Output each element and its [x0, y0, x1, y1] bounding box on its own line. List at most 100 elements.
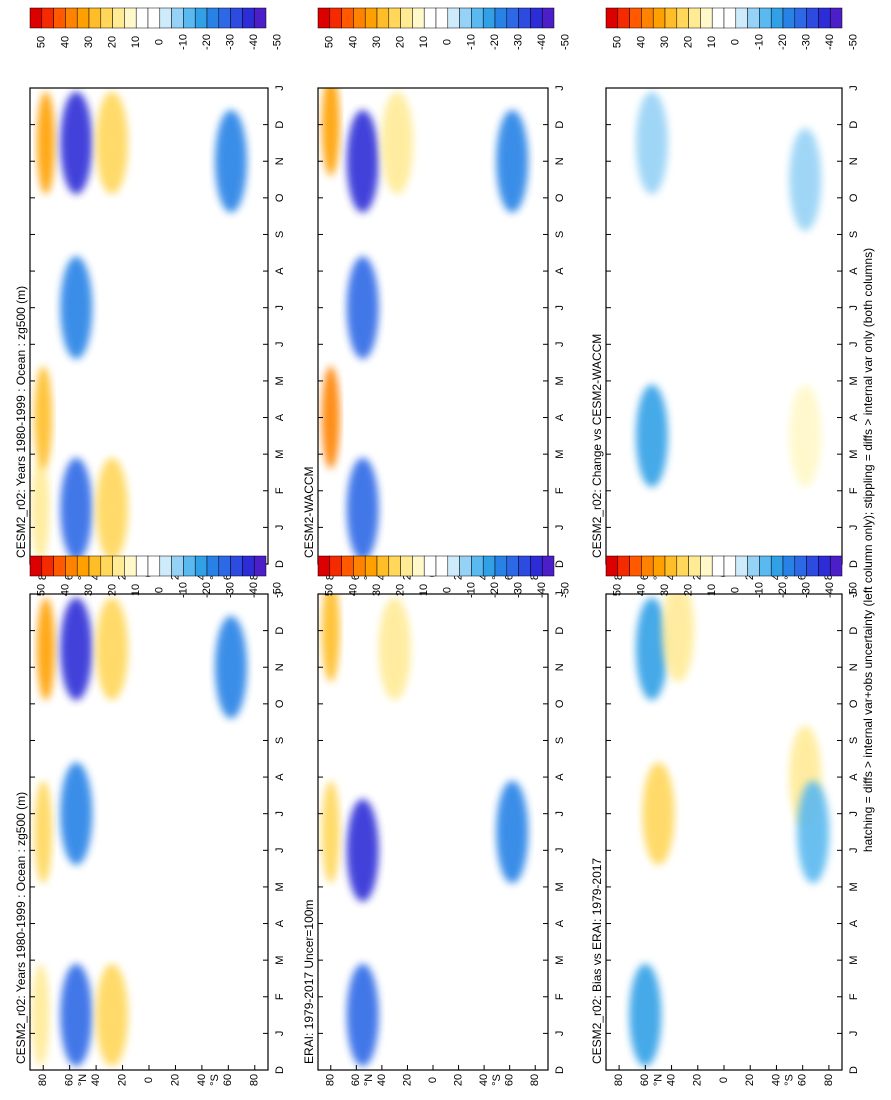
- colorbar-label: 40: [59, 36, 71, 48]
- colorbar-swatch: [747, 7, 760, 29]
- month-tick-label: M: [554, 376, 566, 385]
- colorbar-label: 20: [683, 584, 695, 596]
- contour-feature: [642, 762, 675, 865]
- colorbar-swatch: [617, 7, 630, 29]
- month-tick-label: D: [554, 1066, 566, 1074]
- colorbar-label: -50: [848, 34, 860, 50]
- contour-feature: [60, 597, 93, 701]
- lat-hemisphere-label: °N: [652, 1074, 664, 1086]
- month-tick-label: F: [554, 993, 566, 1000]
- lat-tick-label: 60: [639, 1074, 651, 1086]
- colorbar-swatch: [759, 555, 772, 577]
- lat-tick-label: 40: [665, 1074, 677, 1086]
- lat-tick-label: 20: [169, 1074, 181, 1086]
- month-tick-label: N: [848, 663, 860, 671]
- contour-feature: [214, 109, 247, 213]
- colorbar-swatch: [329, 555, 342, 577]
- colorbar-swatch: [159, 7, 172, 29]
- lat-tick-label: 0: [718, 1077, 730, 1083]
- contour-feature: [496, 780, 529, 884]
- colorbar-swatch: [447, 7, 460, 29]
- contour-feature: [60, 91, 93, 195]
- month-tick-label: D: [274, 121, 286, 129]
- contour-feature: [668, 183, 701, 286]
- colorbar-label: -20: [489, 582, 501, 598]
- panel-5: DJFMAMJJASONDJ80604020020406080°N°SCESM2…: [590, 85, 860, 580]
- month-tick-label: A: [848, 413, 860, 421]
- colorbar-swatch: [159, 555, 172, 577]
- month-tick-label: F: [274, 487, 286, 494]
- month-tick-label: O: [274, 699, 286, 708]
- colorbar-swatch: [317, 555, 331, 577]
- month-tick-label: J: [554, 305, 566, 311]
- colorbar-label: 50: [36, 584, 48, 596]
- colorbar-swatch: [435, 7, 449, 29]
- colorbars-layer: 50 40 30 20 10 0 -10 -20 -30 -40 -50 50 40 30 20 10 0 -10…: [29, 7, 860, 598]
- colorbar-swatch: [447, 555, 460, 577]
- colorbar-swatch: [183, 7, 196, 29]
- lat-tick-label: 20: [692, 1074, 704, 1086]
- colorbar-swatch: [242, 7, 255, 29]
- colorbar-swatch: [400, 7, 413, 29]
- month-tick-label: J: [848, 1031, 860, 1037]
- lat-tick-label: 80: [823, 1074, 835, 1086]
- colorbar-swatch: [253, 7, 267, 29]
- contour-feature: [797, 780, 830, 884]
- month-tick-label: D: [274, 627, 286, 635]
- colorbar-label: -20: [201, 582, 213, 598]
- month-tick-label: J: [274, 811, 286, 817]
- colorbar-swatch: [242, 555, 255, 577]
- colorbar: 50 40 30 20 10 0 -10 -20 -30 -40 -50: [29, 555, 284, 598]
- month-tick-label: S: [848, 737, 860, 744]
- colorbar-label: 10: [418, 36, 430, 48]
- month-tick-label: S: [554, 231, 566, 238]
- colorbar-swatch: [353, 555, 366, 577]
- contour-feature: [346, 799, 379, 902]
- colorbar-swatch: [183, 555, 196, 577]
- colorbar-swatch: [711, 7, 725, 29]
- lat-tick-label: 80: [37, 1074, 49, 1086]
- colorbar-label: -50: [272, 34, 284, 50]
- month-tick-label: F: [554, 487, 566, 494]
- contour-feature: [34, 366, 53, 469]
- contour-feature: [321, 88, 340, 176]
- colorbar-label: 40: [635, 36, 647, 48]
- colorbar-swatch: [76, 555, 90, 577]
- colorbar-swatch: [400, 555, 413, 577]
- colorbar-label: 50: [612, 36, 624, 48]
- month-tick-label: A: [274, 267, 286, 275]
- colorbar-swatch: [376, 7, 390, 29]
- lat-tick-label: 20: [452, 1074, 464, 1086]
- colorbar-label: -50: [560, 582, 572, 598]
- colorbar-swatch: [124, 7, 137, 29]
- contour-feature: [496, 109, 529, 213]
- colorbar-label: 10: [130, 36, 142, 48]
- colorbar-swatch: [41, 7, 54, 29]
- colorbar-swatch: [135, 555, 149, 577]
- colorbar-swatch: [76, 7, 90, 29]
- colorbar-swatch: [423, 555, 437, 577]
- lat-tick-label: 60: [797, 1074, 809, 1086]
- colorbar-label: 10: [706, 36, 718, 48]
- colorbar-label: 0: [730, 39, 742, 45]
- panel-2: D J F M A M J J A S O N D J 80 60 40 20 0 20 40 60 80 °N °S CESM2…: [590, 591, 860, 1086]
- lat-tick-label: 60: [504, 1074, 516, 1086]
- month-tick-label: M: [848, 376, 860, 385]
- month-tick-label: A: [554, 267, 566, 275]
- colorbar-label: 40: [59, 584, 71, 596]
- colorbar-label: 30: [83, 584, 95, 596]
- panel-3: DJFMAMJJASONDJ80604020020406080°N°SCESM2…: [14, 85, 286, 580]
- lat-tick-label: 40: [770, 1074, 782, 1086]
- colorbar-swatch: [147, 7, 161, 29]
- contour-feature: [60, 963, 93, 1067]
- colorbar-swatch: [794, 555, 807, 577]
- contour-feature: [635, 91, 668, 195]
- colorbar-label: -20: [777, 34, 789, 50]
- colorbar-swatch: [723, 7, 737, 29]
- panel-title: CESM2_r02: Years 1980-1999 : Ocean : zg5…: [14, 286, 28, 558]
- month-tick-label: J: [848, 591, 860, 597]
- month-tick-label: J: [274, 85, 286, 91]
- colorbar: 50 40 30 20 10 0 -10 -20 -30 -40 -50: [605, 7, 860, 50]
- contour-feature: [95, 597, 128, 701]
- month-tick-label: O: [274, 193, 286, 202]
